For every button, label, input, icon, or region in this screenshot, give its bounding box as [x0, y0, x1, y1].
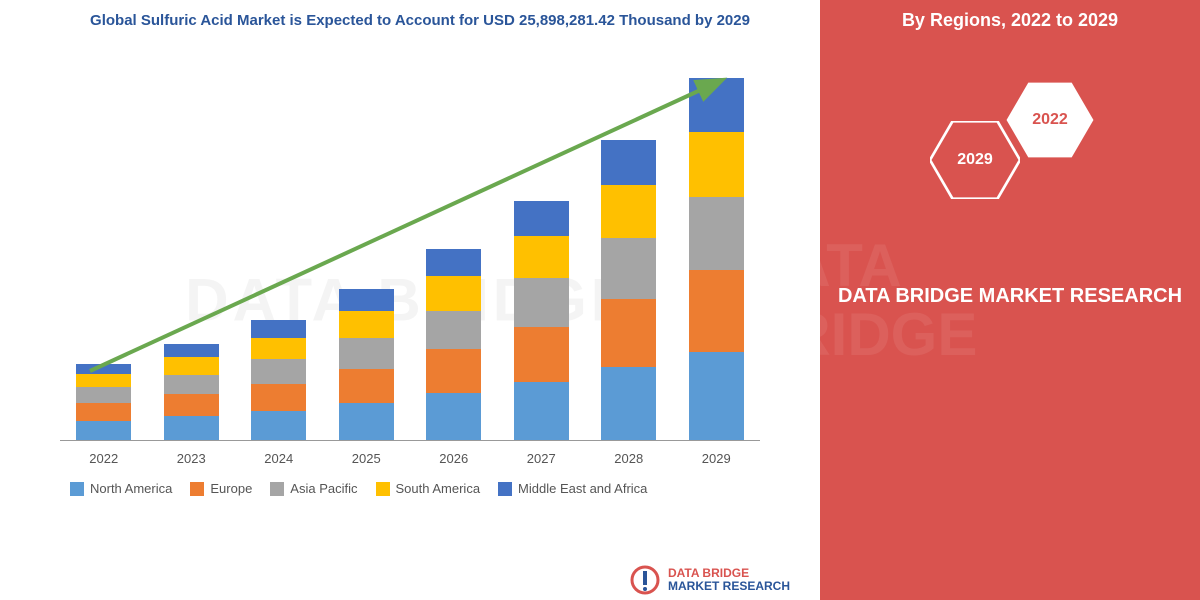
- bar-group: [594, 140, 664, 440]
- bar-stack: [689, 78, 744, 440]
- bar-stack: [251, 320, 306, 440]
- legend-label: North America: [90, 481, 172, 496]
- bar-segment: [251, 359, 306, 383]
- legend-label: Europe: [210, 481, 252, 496]
- bar-segment: [76, 387, 131, 403]
- legend-item: Europe: [190, 481, 252, 496]
- x-axis-label: 2028: [594, 451, 664, 466]
- legend-swatch: [376, 482, 390, 496]
- bar-segment: [164, 344, 219, 358]
- bar-segment: [339, 311, 394, 338]
- bar-segment: [251, 411, 306, 440]
- chart-panel: DATA BRIDGE Global Sulfuric Acid Market …: [0, 0, 820, 600]
- main-container: DATA BRIDGE Global Sulfuric Acid Market …: [0, 0, 1200, 600]
- bar-segment: [251, 320, 306, 338]
- bar-segment: [514, 201, 569, 236]
- bar-segment: [689, 78, 744, 133]
- legend-item: Asia Pacific: [270, 481, 357, 496]
- right-panel: DATA BRIDGE By Regions, 2022 to 2029 202…: [820, 0, 1200, 600]
- logo-icon: [630, 565, 660, 595]
- legend-swatch: [70, 482, 84, 496]
- bar-group: [419, 249, 489, 440]
- legend-item: North America: [70, 481, 172, 496]
- legend-label: Middle East and Africa: [518, 481, 647, 496]
- bar-group: [244, 320, 314, 440]
- x-axis-label: 2025: [331, 451, 401, 466]
- legend-item: South America: [376, 481, 481, 496]
- bar-segment: [164, 394, 219, 415]
- bar-segment: [689, 132, 744, 196]
- x-axis-label: 2027: [506, 451, 576, 466]
- legend-item: Middle East and Africa: [498, 481, 647, 496]
- legend-swatch: [270, 482, 284, 496]
- bar-segment: [601, 185, 656, 239]
- logo-line2: MARKET RESEARCH: [668, 580, 790, 593]
- bar-group: [681, 78, 751, 440]
- bar-stack: [164, 344, 219, 440]
- bar-segment: [426, 249, 481, 276]
- bar-segment: [426, 311, 481, 350]
- legend-swatch: [190, 482, 204, 496]
- bar-segment: [514, 236, 569, 279]
- bar-segment: [514, 278, 569, 327]
- bar-segment: [164, 357, 219, 375]
- legend-label: Asia Pacific: [290, 481, 357, 496]
- bar-segment: [689, 197, 744, 270]
- bar-segment: [76, 421, 131, 440]
- bar-segment: [164, 375, 219, 394]
- bar-segment: [514, 382, 569, 440]
- brand-text: DATA BRIDGE MARKET RESEARCH: [838, 281, 1182, 311]
- right-panel-title: By Regions, 2022 to 2029: [902, 10, 1118, 31]
- bar-stack: [426, 249, 481, 440]
- x-axis-label: 2023: [156, 451, 226, 466]
- bar-stack: [76, 364, 131, 440]
- bar-segment: [426, 393, 481, 440]
- bar-segment: [601, 367, 656, 440]
- bar-segment: [426, 349, 481, 393]
- chart-legend: North America Europe Asia Pacific South Ame…: [40, 481, 800, 496]
- hexagon-badge: 2022: [1005, 81, 1095, 159]
- x-axis-labels: 2022 2023 2024 2025 2026 2027 2028 2029: [60, 451, 760, 466]
- x-axis-label: 2024: [244, 451, 314, 466]
- bar-segment: [76, 374, 131, 388]
- bar-segment: [251, 338, 306, 359]
- x-axis-label: 2029: [681, 451, 751, 466]
- bar-stack: [339, 289, 394, 440]
- x-axis-label: 2026: [419, 451, 489, 466]
- bar-segment: [426, 276, 481, 310]
- bar-segment: [251, 384, 306, 411]
- bar-segment: [339, 338, 394, 369]
- bar-segment: [76, 364, 131, 374]
- bar-segment: [339, 289, 394, 310]
- legend-label: South America: [396, 481, 481, 496]
- bar-segment: [514, 327, 569, 382]
- hexagon-label: 2029: [957, 151, 993, 169]
- chart-title: Global Sulfuric Acid Market is Expected …: [40, 10, 800, 31]
- bottom-logo: DATA BRIDGE MARKET RESEARCH: [630, 565, 790, 595]
- bar-segment: [601, 238, 656, 298]
- bar-stack: [601, 140, 656, 440]
- bars-container: [60, 71, 760, 441]
- hexagon-label: 2022: [1032, 111, 1068, 129]
- bar-segment: [339, 403, 394, 440]
- bar-segment: [164, 416, 219, 440]
- legend-swatch: [498, 482, 512, 496]
- bar-group: [69, 364, 139, 440]
- bar-group: [506, 201, 576, 440]
- bar-segment: [339, 369, 394, 403]
- bar-group: [331, 289, 401, 440]
- bar-segment: [689, 352, 744, 440]
- bar-segment: [76, 403, 131, 421]
- bar-segment: [601, 299, 656, 367]
- bar-group: [156, 344, 226, 440]
- bar-segment: [601, 140, 656, 185]
- hexagon-group: 2029 2022: [910, 81, 1110, 221]
- x-axis-label: 2022: [69, 451, 139, 466]
- chart-area: 2022 2023 2024 2025 2026 2027 2028 2029: [40, 51, 780, 471]
- bar-segment: [689, 270, 744, 353]
- bar-stack: [514, 201, 569, 440]
- logo-text: DATA BRIDGE MARKET RESEARCH: [668, 567, 790, 593]
